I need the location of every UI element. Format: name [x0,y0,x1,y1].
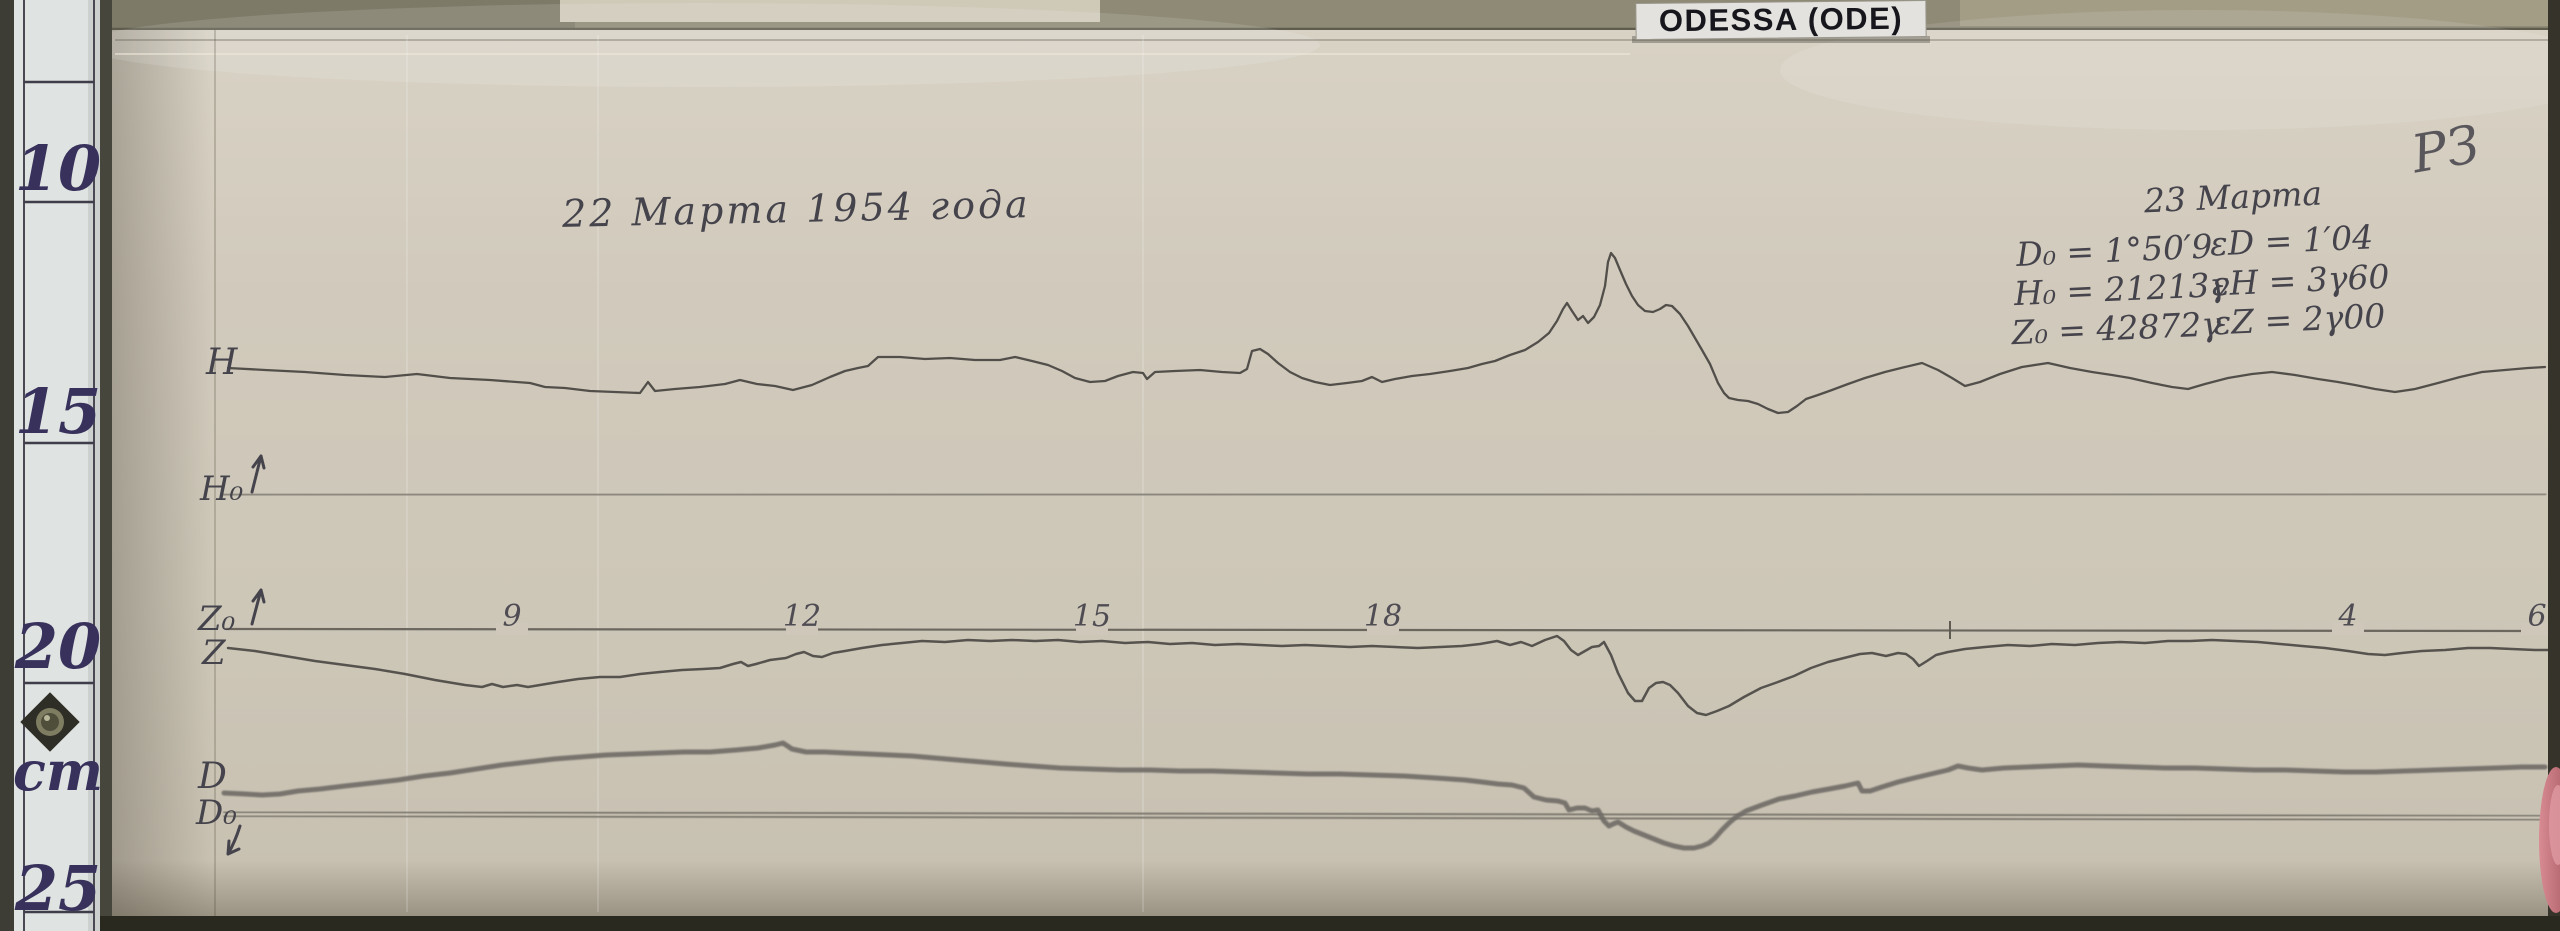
hour-tick-label: 15 [1073,599,1111,634]
constant-eps-d: εD = 1′04 [2209,217,2374,263]
axis-number-gap [2332,623,2364,635]
axis-number-gap [1367,623,1399,635]
ruler-mark-15: 15 [15,375,101,448]
axis-number-gap [2521,623,2553,635]
baseline-h0 [222,492,2547,497]
date-title: 22 Марта 1954 года [561,182,1032,236]
photo-right-edge [2548,0,2560,931]
paper-bottom-shadow [112,860,2548,916]
hour-tick-label: 6 [2527,599,2546,634]
trace-label-d: D [197,756,227,797]
top-shelf-right [1960,0,2560,26]
up-arrow-icon [250,588,266,626]
sticker-background [1635,0,1927,41]
hour-tick-label: 9 [502,599,521,634]
paper-left-shadow [112,30,212,916]
ruler-unit-label: cm [13,739,103,803]
trace-h [226,251,2547,415]
trace-label-d0: D₀ [195,793,237,833]
gap-ruler-paper [100,0,112,931]
glare-top-left [80,3,1320,87]
axis-number-gap [496,623,528,635]
constant-eps-z: εZ = 2γ00 [2213,296,2387,342]
next-day-title: 23 Марта [2142,174,2323,221]
sticker-shadow [1632,36,1930,43]
top-sheet-edge [560,0,1100,22]
trace-label-h: H [205,342,238,383]
constant-d0: D₀ = 1°50′9 [2014,226,2213,274]
hour-tick-label: 4 [2337,599,2357,634]
ruler-mark-20: 20 [14,610,101,683]
trace-d [221,740,2548,851]
constant-z0: Z₀ = 42872γ [2010,304,2222,352]
up-arrow-icon [250,454,266,494]
hour-tick-label: 12 [783,599,821,634]
trace-label-z: Z [201,633,227,673]
constant-h0: H₀ = 21213γ [2012,265,2230,313]
top-shelf-dark-left [105,0,575,30]
hour-tick-label: 18 [1364,599,1402,634]
fingertip-highlight [2549,785,2560,865]
trace-label-z0: Z₀ [197,599,236,639]
ruler-mark-25: 25 [14,852,101,925]
trace-label-h0: H₀ [199,469,244,509]
corner-mark: РЗ [2406,115,2484,186]
station-label: ODESSA (ODE) [1659,1,1904,39]
axis-number-gap [1076,623,1108,635]
hour-tick-labels: 9 12 15 18 4 6 [496,599,2553,639]
constants-block: 23 Марта D₀ = 1°50′9 εD = 1′04 H₀ = 2121… [2010,174,2390,353]
station-label-sticker: ODESSA (ODE) [1635,0,1927,41]
baseline-d0-upper [223,811,2558,817]
ruler-mark-10: 10 [15,132,101,205]
ruler-tick-lines [24,80,94,914]
ruler-left-gap [0,0,14,931]
down-arrow-icon [226,824,242,856]
constant-eps-h: εH = 3γ60 [2211,257,2390,304]
ruler [14,0,100,931]
magnetogram-paper [112,30,2548,916]
trace-z [226,634,2554,717]
baseline-d0-lower [223,815,2558,821]
glare-top-right [1780,10,2560,130]
photo-bottom-edge [100,916,2560,931]
axis-number-gap [786,623,818,635]
